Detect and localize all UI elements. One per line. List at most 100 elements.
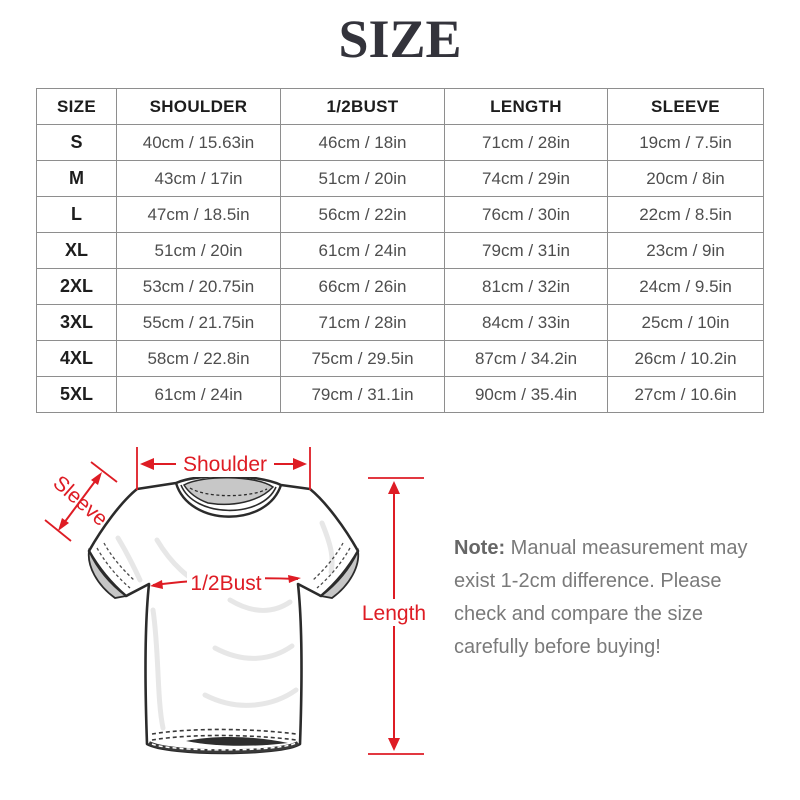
size-cell: 4XL bbox=[36, 340, 117, 377]
hem-stitching-row2 bbox=[151, 734, 297, 741]
table-row: 2XL 53cm / 20.75in 66cm / 26in 81cm / 32… bbox=[36, 268, 764, 305]
right-cuff-band bbox=[318, 547, 360, 599]
length-arrowhead-top bbox=[388, 481, 400, 494]
table-row: 3XL 55cm / 21.75in 71cm / 28in 84cm / 33… bbox=[36, 304, 764, 341]
note-prefix: Note: bbox=[454, 537, 506, 559]
table-row: 5XL 61cm / 24in 79cm / 31.1in 90cm / 35.… bbox=[36, 376, 764, 413]
shoulder-cell: 40cm / 15.63in bbox=[116, 124, 281, 161]
collar-stitching bbox=[189, 487, 268, 497]
sleeve-label: Sleeve bbox=[48, 471, 112, 530]
header-size: SIZE bbox=[36, 88, 117, 125]
measurement-note: Note: Manual measurement may exist 1-2cm… bbox=[454, 532, 769, 664]
length-cell: 76cm / 30in bbox=[444, 196, 608, 233]
header-sleeve: SLEEVE bbox=[607, 88, 764, 125]
bust-arrow: 1/2Bust bbox=[150, 570, 301, 595]
tshirt-left-cuff bbox=[87, 542, 136, 599]
length-label-bg bbox=[357, 599, 431, 626]
size-cell: 3XL bbox=[36, 304, 117, 341]
tshirt-bottom-hem bbox=[148, 728, 300, 754]
sleeve-cell: 20cm / 8in bbox=[607, 160, 764, 197]
shoulder-label-bg bbox=[176, 451, 274, 477]
tshirt-wrinkles bbox=[115, 520, 335, 731]
shoulder-cell: 53cm / 20.75in bbox=[116, 268, 281, 305]
sleeve-cell: 26cm / 10.2in bbox=[607, 340, 764, 377]
length-cell: 87cm / 34.2in bbox=[444, 340, 608, 377]
bust-arrowhead-right bbox=[288, 575, 301, 583]
shoulder-label: Shoulder bbox=[183, 453, 267, 476]
tshirt-body-outline bbox=[87, 474, 360, 755]
length-cell: 81cm / 32in bbox=[444, 268, 608, 305]
bust-cell: 71cm / 28in bbox=[280, 304, 445, 341]
sleeve-arrowhead-upper bbox=[91, 472, 102, 485]
tshirt-right-cuff bbox=[311, 542, 360, 599]
size-cell: XL bbox=[36, 232, 117, 269]
length-cell: 90cm / 35.4in bbox=[444, 376, 608, 413]
table-header-row: SIZE SHOULDER 1/2BUST LENGTH SLEEVE bbox=[36, 88, 764, 125]
bust-cell: 61cm / 24in bbox=[280, 232, 445, 269]
sleeve-cell: 23cm / 9in bbox=[607, 232, 764, 269]
header-bust: 1/2BUST bbox=[280, 88, 445, 125]
size-table: SIZE SHOULDER 1/2BUST LENGTH SLEEVE S 40… bbox=[36, 88, 764, 413]
bust-label-bg bbox=[187, 570, 265, 595]
size-cell: L bbox=[36, 196, 117, 233]
bust-label: 1/2Bust bbox=[190, 572, 261, 595]
collar-inner-line bbox=[180, 484, 277, 512]
size-cell: 5XL bbox=[36, 376, 117, 413]
length-label: Length bbox=[362, 602, 426, 625]
sleeve-cell: 24cm / 9.5in bbox=[607, 268, 764, 305]
table-row: S 40cm / 15.63in 46cm / 18in 71cm / 28in… bbox=[36, 124, 764, 161]
bust-cell: 51cm / 20in bbox=[280, 160, 445, 197]
sleeve-cell: 27cm / 10.6in bbox=[607, 376, 764, 413]
table-row: 4XL 58cm / 22.8in 75cm / 29.5in 87cm / 3… bbox=[36, 340, 764, 377]
bust-cell: 75cm / 29.5in bbox=[280, 340, 445, 377]
size-table-header: SIZE SHOULDER 1/2BUST LENGTH SLEEVE bbox=[36, 88, 764, 125]
length-cell: 71cm / 28in bbox=[444, 124, 608, 161]
right-cuff-stitching-2 bbox=[311, 542, 344, 582]
hem-stitching-row1 bbox=[151, 728, 297, 735]
shoulder-cell: 47cm / 18.5in bbox=[116, 196, 281, 233]
note-body: Manual measurement may exist 1-2cm diffe… bbox=[454, 537, 748, 658]
length-cell: 84cm / 33in bbox=[444, 304, 608, 341]
size-cell: 2XL bbox=[36, 268, 117, 305]
bust-cell: 79cm / 31.1in bbox=[280, 376, 445, 413]
shoulder-arrow: Shoulder bbox=[136, 447, 311, 490]
tshirt-measurement-diagram: Shoulder Sleeve 1/2Bust Lengt bbox=[44, 447, 431, 755]
left-cuff-band bbox=[87, 547, 129, 599]
bust-cell: 56cm / 22in bbox=[280, 196, 445, 233]
sleeve-cell: 25cm / 10in bbox=[607, 304, 764, 341]
shoulder-arrowhead-left bbox=[140, 458, 154, 470]
collar-outer-line bbox=[174, 482, 283, 518]
hem-fold-shadow bbox=[186, 737, 288, 746]
table-row: M 43cm / 17in 51cm / 20in 74cm / 29in 20… bbox=[36, 160, 764, 197]
size-cell: M bbox=[36, 160, 117, 197]
page-title: SIZE bbox=[338, 9, 462, 69]
shoulder-arrowhead-right bbox=[293, 458, 307, 470]
sleeve-arrowhead-lower bbox=[58, 518, 69, 531]
length-cell: 79cm / 31in bbox=[444, 232, 608, 269]
tshirt-illustration bbox=[87, 474, 360, 755]
length-cell: 74cm / 29in bbox=[444, 160, 608, 197]
sleeve-cell: 22cm / 8.5in bbox=[607, 196, 764, 233]
left-cuff-stitching-2 bbox=[103, 542, 136, 582]
hem-bottom-white-stitch bbox=[151, 742, 297, 751]
table-row: XL 51cm / 20in 61cm / 24in 79cm / 31in 2… bbox=[36, 232, 764, 269]
shoulder-cell: 61cm / 24in bbox=[116, 376, 281, 413]
tshirt-collar bbox=[174, 477, 283, 518]
shoulder-cell: 43cm / 17in bbox=[116, 160, 281, 197]
shoulder-cell: 58cm / 22.8in bbox=[116, 340, 281, 377]
length-arrowhead-bottom bbox=[388, 738, 400, 751]
header-length: LENGTH bbox=[444, 88, 608, 125]
sleeve-line bbox=[60, 475, 100, 528]
collar-back-band bbox=[182, 477, 275, 506]
bust-arrowhead-left bbox=[150, 580, 163, 589]
sleeve-tick-lower bbox=[44, 519, 72, 542]
bust-cell: 66cm / 26in bbox=[280, 268, 445, 305]
size-cell: S bbox=[36, 124, 117, 161]
sleeve-cell: 19cm / 7.5in bbox=[607, 124, 764, 161]
shoulder-cell: 51cm / 20in bbox=[116, 232, 281, 269]
bust-cell: 46cm / 18in bbox=[280, 124, 445, 161]
length-arrow: Length bbox=[357, 477, 431, 755]
sleeve-tick-upper bbox=[90, 461, 118, 483]
table-row: L 47cm / 18.5in 56cm / 22in 76cm / 30in … bbox=[36, 196, 764, 233]
header-shoulder: SHOULDER bbox=[116, 88, 281, 125]
